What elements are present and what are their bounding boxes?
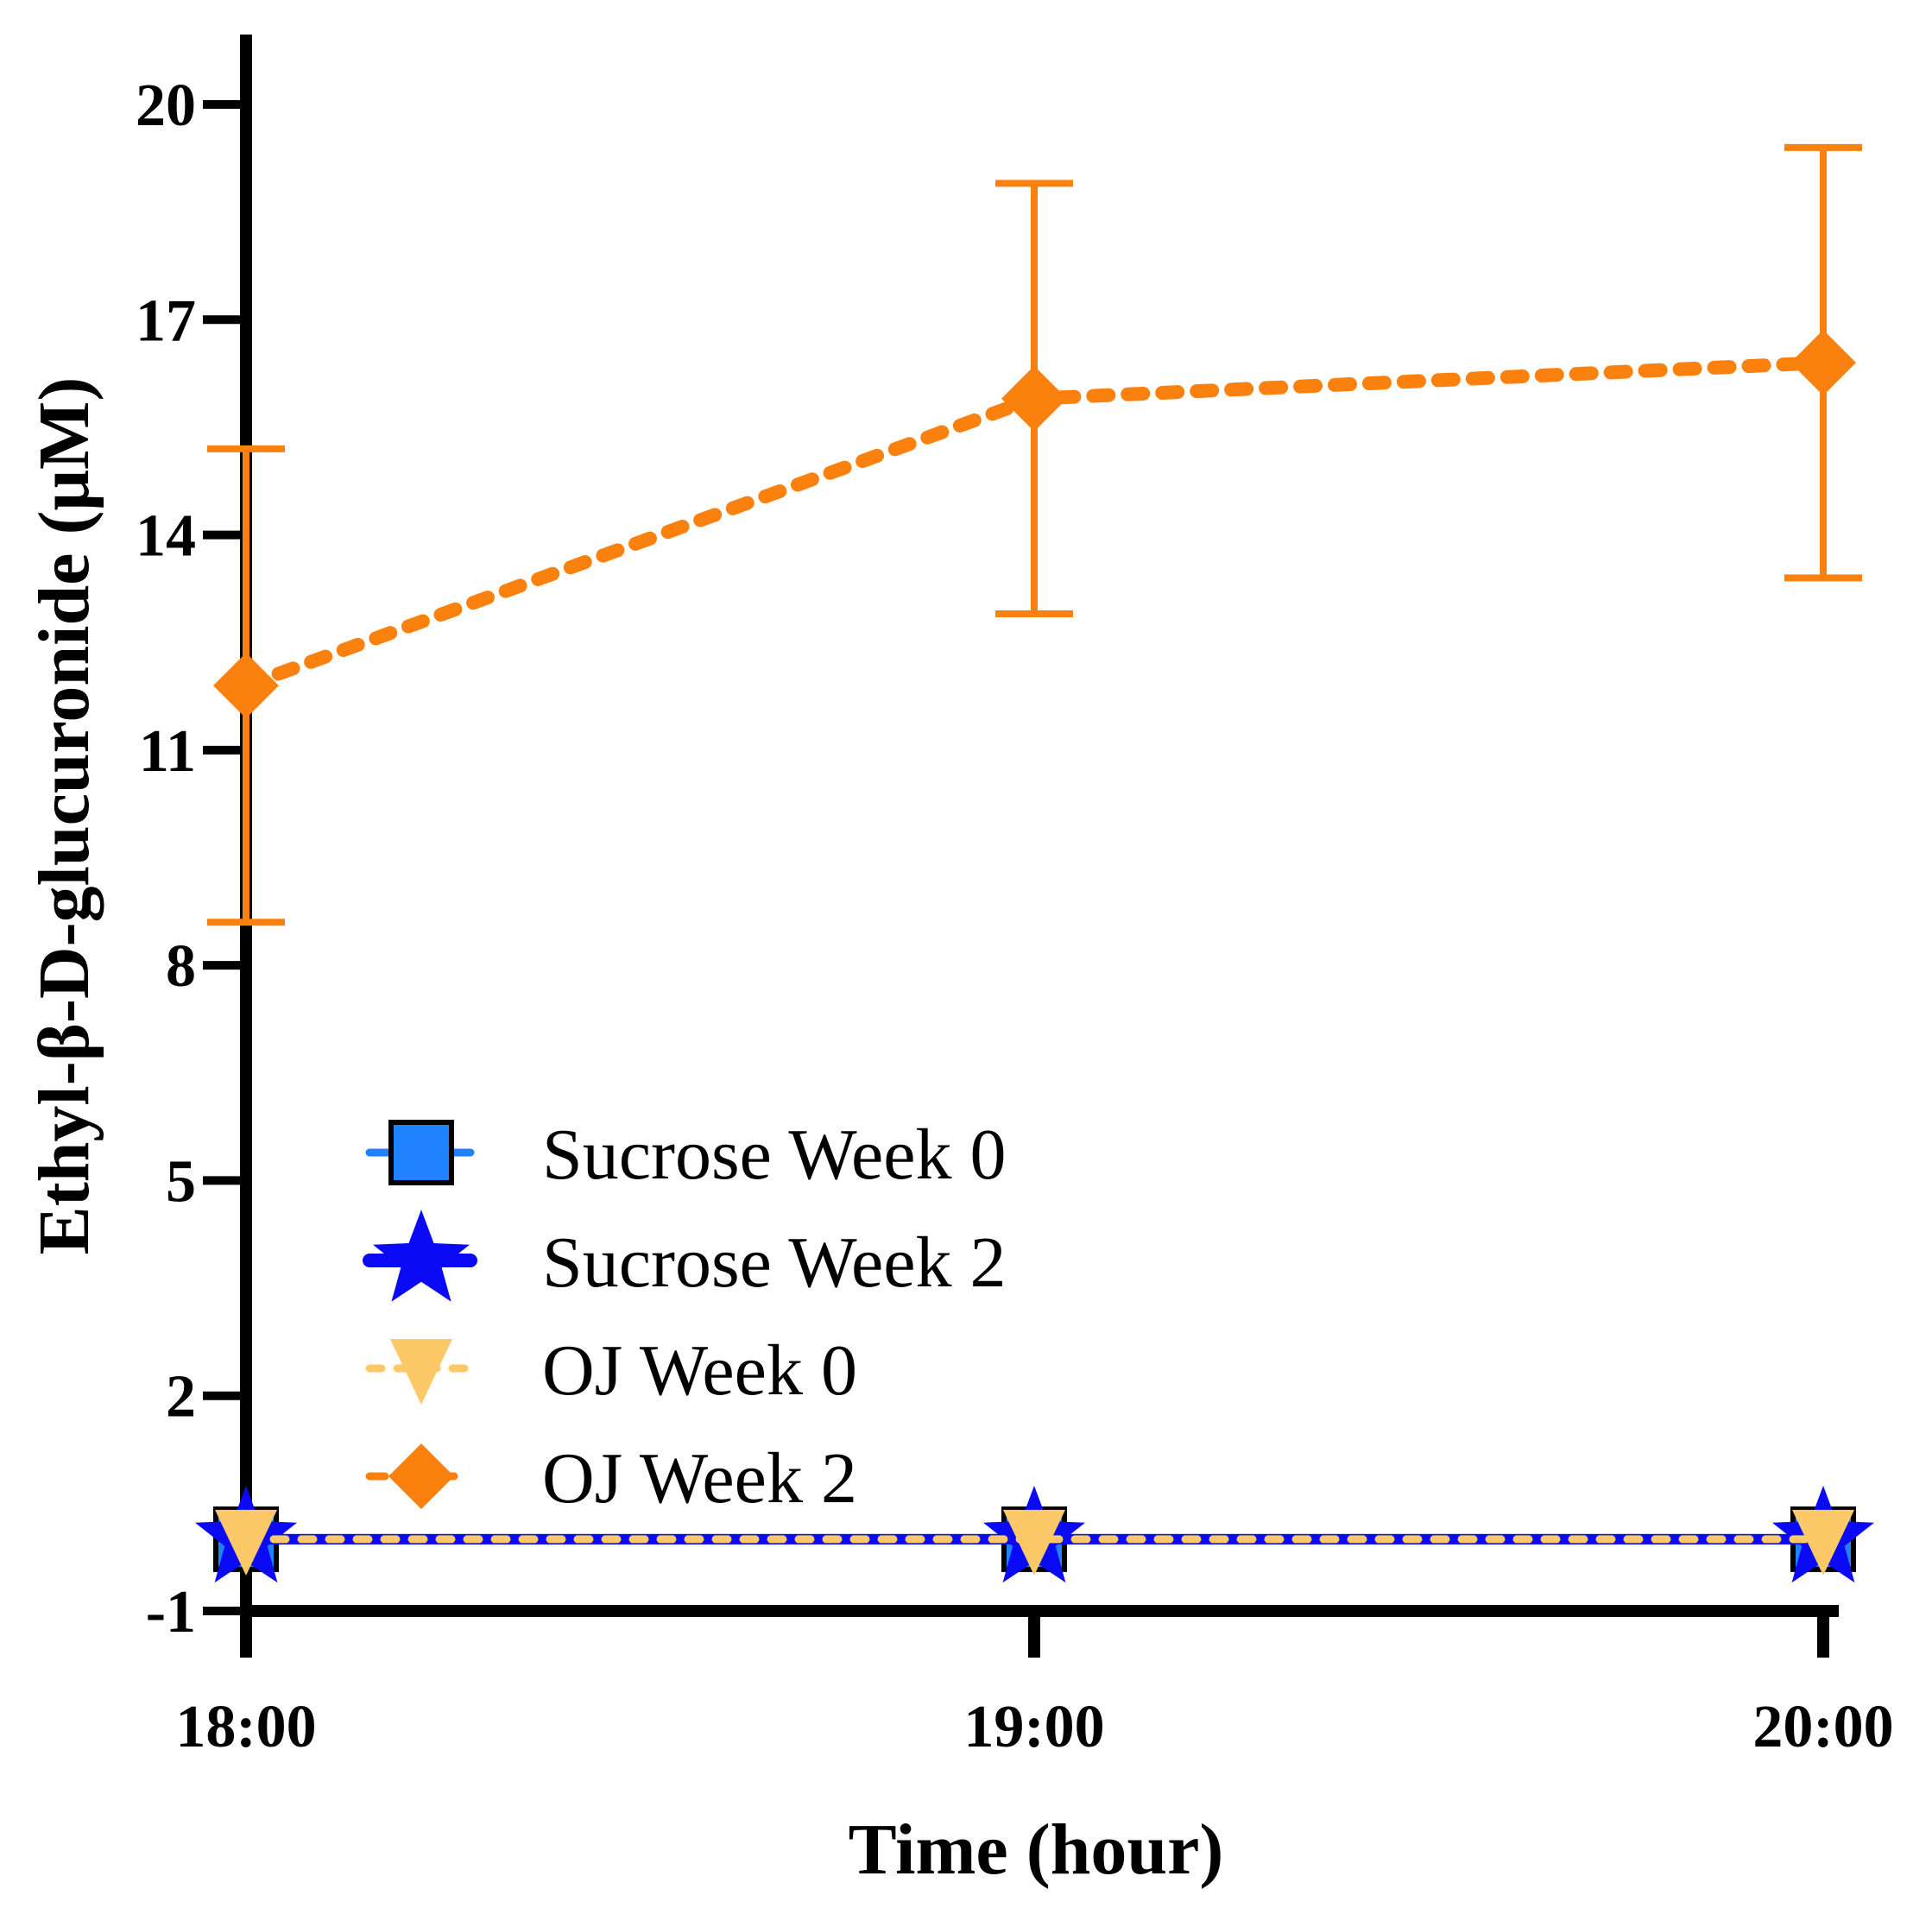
x-axis-title: Time (hour) bbox=[849, 1810, 1224, 1890]
legend-marker bbox=[390, 1339, 452, 1405]
legend-label: Sucrose Week 0 bbox=[542, 1115, 1007, 1195]
data-point bbox=[215, 1509, 277, 1576]
data-point bbox=[213, 653, 279, 719]
y-tick-label: 5 bbox=[166, 1148, 196, 1215]
legend-item-4: OJ Week 2 bbox=[365, 1438, 857, 1519]
y-tick-label: 8 bbox=[166, 933, 196, 1000]
legend-marker bbox=[388, 1443, 454, 1509]
y-tick-label: 2 bbox=[166, 1364, 196, 1431]
x-tick-label: 19:00 bbox=[963, 1694, 1104, 1760]
legend-item-3: OJ Week 0 bbox=[365, 1330, 857, 1411]
legend-label: Sucrose Week 2 bbox=[542, 1222, 1007, 1303]
y-tick-label: 17 bbox=[136, 287, 196, 354]
series-layer bbox=[195, 143, 1874, 1583]
series-3 bbox=[215, 1509, 1854, 1576]
legend-item-2: Sucrose Week 2 bbox=[363, 1210, 1007, 1303]
y-tick-label: 14 bbox=[136, 503, 196, 570]
legend-label: OJ Week 0 bbox=[542, 1330, 857, 1411]
legend-marker bbox=[373, 1210, 470, 1302]
series-4 bbox=[207, 143, 1862, 926]
data-point bbox=[1003, 1509, 1065, 1576]
legend: Sucrose Week 0 Sucrose Week 2 OJ Week 0 OJ … bbox=[363, 1115, 1007, 1519]
y-tick-label: -1 bbox=[146, 1579, 196, 1646]
y-tick-label: 11 bbox=[139, 718, 196, 785]
data-point bbox=[1790, 330, 1856, 396]
legend-label: OJ Week 2 bbox=[542, 1438, 857, 1519]
legend-item-1: Sucrose Week 0 bbox=[365, 1115, 1007, 1195]
x-tick-label: 18:00 bbox=[175, 1694, 316, 1760]
x-tick-label: 20:00 bbox=[1752, 1694, 1893, 1760]
legend-marker bbox=[388, 1120, 454, 1185]
data-point bbox=[1001, 365, 1067, 432]
y-axis-title: Ethyl-β-D-glucuronide (μM) bbox=[24, 377, 104, 1255]
data-point bbox=[1792, 1509, 1854, 1576]
axes: -1 2 5 8 11 14 17 20 18:00 19:00 20:00 bbox=[136, 35, 1894, 1760]
y-tick-label: 20 bbox=[136, 73, 196, 139]
